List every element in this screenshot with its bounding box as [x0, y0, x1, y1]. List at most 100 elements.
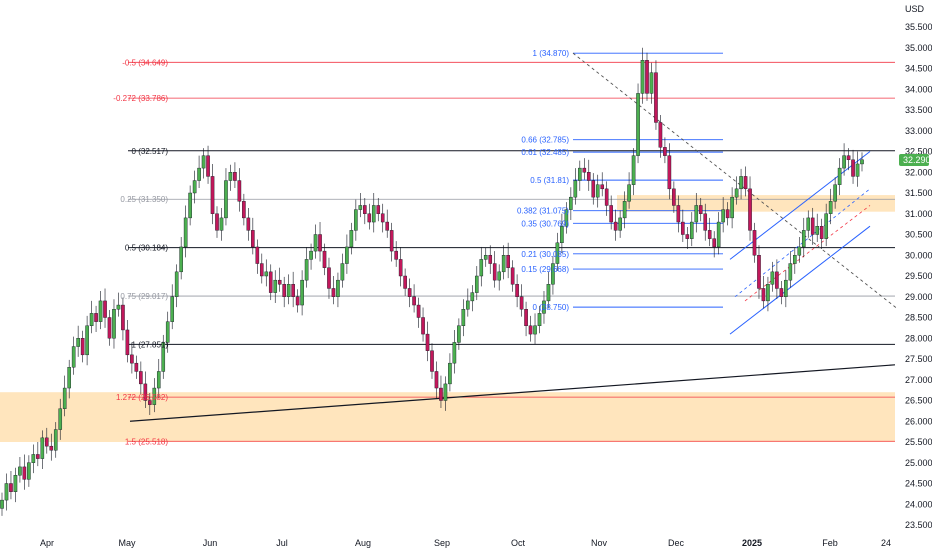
- candle-body: [398, 259, 403, 277]
- candle-body: [801, 230, 806, 248]
- candle-body: [470, 292, 475, 302]
- candle-body: [148, 400, 152, 405]
- candle-body: [654, 72, 658, 123]
- candle-body: [573, 180, 578, 198]
- price-tick-label: 23.500: [905, 520, 932, 530]
- price-tick-label: 25.000: [905, 458, 932, 468]
- candle-body: [851, 159, 855, 177]
- fib-extension-labels: -0.5 (34.649) -0.272 (33.786) 0 (32.517) 0.…: [113, 58, 168, 446]
- candle-body: [555, 242, 560, 264]
- candle-body: [130, 354, 134, 364]
- candle-body: [327, 267, 331, 289]
- candle-body: [542, 300, 546, 314]
- candle-body: [40, 437, 45, 459]
- candle-body: [318, 234, 322, 252]
- candle-body: [349, 230, 354, 248]
- candle-body: [210, 176, 215, 214]
- candle-body: [201, 155, 206, 169]
- candle-body: [340, 263, 345, 281]
- candle-body: [667, 155, 672, 190]
- candle-body: [71, 346, 76, 368]
- candle-body: [215, 213, 219, 231]
- time-axis[interactable]: Apr May Jun Jul Aug Sep Oct Nov Dec 2025 Feb 24: [40, 538, 891, 548]
- candle-body: [143, 383, 148, 401]
- fib-left-label: 0.75 (29.017): [120, 292, 168, 301]
- price-tick-label: 35.500: [905, 22, 932, 32]
- candle-body: [694, 205, 699, 223]
- candle-body: [76, 338, 80, 347]
- candle-body: [336, 279, 340, 297]
- supply-zone: [617, 195, 895, 212]
- candle-body: [631, 155, 636, 185]
- candle-body: [649, 72, 654, 94]
- candle-body: [156, 371, 161, 389]
- time-tick-label: May: [118, 538, 136, 548]
- candle-body: [501, 255, 506, 273]
- candle-body: [770, 271, 775, 285]
- candle-body: [712, 238, 716, 248]
- candle-body: [255, 246, 260, 264]
- candle-body: [627, 184, 631, 202]
- candle-body: [537, 313, 542, 327]
- candle-body: [474, 275, 479, 293]
- candle-body: [604, 188, 609, 206]
- fib-right-label: 0.5 (31.81): [530, 176, 569, 185]
- candle-body: [533, 325, 537, 335]
- candle-body: [761, 288, 766, 302]
- candle-body: [116, 304, 121, 310]
- candle-body: [304, 259, 309, 281]
- candle-body: [165, 321, 170, 343]
- rising-support-trendline: [129, 364, 896, 422]
- fib-right-label: 0.382 (31.075): [517, 207, 569, 216]
- channel-lower-line: [729, 225, 871, 335]
- candle-body: [367, 213, 372, 223]
- candle-body: [515, 284, 519, 297]
- candle-body: [578, 167, 582, 181]
- candle-body: [748, 188, 752, 231]
- candle-body: [345, 246, 349, 264]
- candle-body: [819, 225, 824, 239]
- fib-right-label: 0.35 (30.769): [521, 219, 569, 228]
- candle-body: [842, 155, 846, 169]
- candle-body: [331, 288, 336, 297]
- candle-body: [506, 255, 510, 268]
- time-tick-label: 24: [881, 538, 891, 548]
- candle-body: [139, 371, 143, 385]
- candle-body: [846, 155, 851, 160]
- candle-body: [586, 172, 591, 181]
- candle-body: [125, 329, 130, 356]
- price-tick-label: 34.000: [905, 84, 932, 94]
- fib-left-label: -0.272 (33.786): [113, 94, 168, 103]
- candle-body: [152, 387, 157, 405]
- candle-body: [228, 172, 233, 181]
- candle-body: [246, 217, 251, 231]
- candle-body: [425, 333, 430, 351]
- candle-body: [192, 180, 197, 194]
- candle-body: [560, 225, 564, 243]
- candle-body: [439, 387, 443, 401]
- candle-body: [44, 437, 49, 447]
- candle-body: [268, 271, 273, 293]
- time-tick-label: Oct: [511, 538, 526, 548]
- candle-body: [618, 217, 622, 231]
- candle-body: [121, 304, 125, 331]
- candle-body: [309, 250, 313, 260]
- fib-right-label: 0.66 (32.785): [521, 136, 569, 145]
- last-price-badge-bg: [899, 154, 929, 166]
- price-axis[interactable]: USD 35.500 35.000 34.500 34.000 33.500 33.000…: [905, 4, 932, 530]
- candle-body: [277, 279, 282, 285]
- candle-body: [488, 255, 493, 264]
- candle-body: [730, 196, 734, 219]
- fib-right-label: 1 (34.870): [533, 49, 570, 58]
- fib-retracement-labels: 1 (34.870) 0.66 (32.785) 0.61 (32.485) 0.5 …: [517, 49, 569, 312]
- last-price-badge: 32.290: [899, 154, 931, 166]
- candle-body: [18, 466, 22, 476]
- fib-right-label: 0.61 (32.485): [521, 148, 569, 157]
- candle-body: [828, 201, 833, 214]
- fib-left-label: 1 (27.851): [132, 340, 169, 349]
- candle-body: [546, 284, 551, 302]
- candle-body: [793, 255, 797, 264]
- candle-body: [161, 342, 166, 372]
